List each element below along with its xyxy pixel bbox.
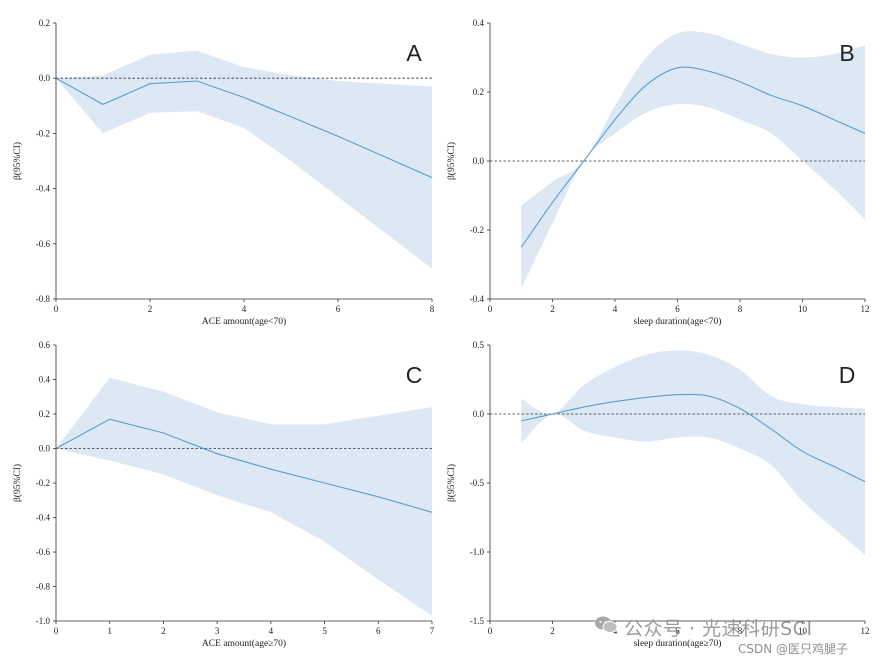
y-tick-label: 0.0 xyxy=(473,156,485,166)
x-tick-label: 8 xyxy=(738,304,743,314)
ci-band-a xyxy=(56,50,432,269)
y-tick-label: -0.4 xyxy=(470,294,485,304)
y-tick-label: -0.8 xyxy=(36,582,51,592)
y-tick-label: -1.0 xyxy=(36,616,51,626)
y-tick-label: 0.0 xyxy=(473,409,485,419)
y-axis-label-a: β(95%CI) xyxy=(12,142,23,180)
y-tick-label: -0.2 xyxy=(36,478,50,488)
y-tick-label: -0.4 xyxy=(36,513,51,523)
y-tick-label: -0.2 xyxy=(470,225,484,235)
x-tick-label: 1 xyxy=(107,626,112,636)
y-tick-label: 0.2 xyxy=(39,409,50,419)
panel-d: 0.50.0-0.5-1.0-1.5024681012sleep duratio… xyxy=(446,340,870,649)
y-tick-label: -1.5 xyxy=(470,616,485,626)
wechat-icon xyxy=(595,616,618,633)
x-tick-label: 10 xyxy=(798,304,808,314)
y-tick-label: 0.2 xyxy=(473,87,484,97)
y-tick-label: -0.6 xyxy=(36,547,51,557)
x-tick-label: 6 xyxy=(376,626,381,636)
y-tick-label: -0.4 xyxy=(36,184,51,194)
ci-band-d xyxy=(521,350,865,555)
estimate-line-b xyxy=(520,66,866,248)
y-tick-label: 0.2 xyxy=(39,18,50,28)
y-tick-label: 0.5 xyxy=(473,340,485,350)
y-tick-label: -0.8 xyxy=(36,294,51,304)
x-tick-label: 10 xyxy=(798,626,808,636)
panel-c: 0.6 0.4 0.2 0.0 -0.2 -0.4 -0.6 -0.8 -1.00 1 2 3 4 5 6 7… xyxy=(12,340,435,649)
x-tick-label: 12 xyxy=(861,304,870,314)
estimate-line-c xyxy=(55,418,433,513)
x-tick-label: 2 xyxy=(148,304,153,314)
x-tick-label: 4 xyxy=(269,626,274,636)
panel-letter-b: B xyxy=(839,40,854,66)
y-tick-label: -1.0 xyxy=(470,547,485,557)
x-tick-label: 8 xyxy=(430,304,435,314)
panel-letter-a: A xyxy=(406,40,422,66)
x-tick-label: 7 xyxy=(430,626,435,636)
x-tick-label: 0 xyxy=(54,304,59,314)
x-tick-label: 6 xyxy=(675,626,680,636)
estimate-line-a xyxy=(55,77,433,179)
x-tick-label: 4 xyxy=(242,304,247,314)
y-tick-label: -0.5 xyxy=(470,478,485,488)
ci-band-c xyxy=(56,377,432,616)
y-axis-label-d: β(95%CI) xyxy=(446,464,457,502)
x-tick-label: 2 xyxy=(550,626,555,636)
x-axis-label-a: ACE amount(age<70) xyxy=(202,316,286,327)
x-axis-label-c: ACE amount(age≥70) xyxy=(202,638,286,649)
x-tick-label: 6 xyxy=(336,304,341,314)
x-tick-label: 2 xyxy=(161,626,166,636)
x-tick-label: 6 xyxy=(675,304,680,314)
x-axis-label-b: sleep duration(age<70) xyxy=(634,316,722,327)
x-tick-label: 5 xyxy=(322,626,327,636)
panel-letter-c: C xyxy=(406,362,423,388)
y-axis-label-c: β(95%CI) xyxy=(12,464,23,502)
estimate-line-d xyxy=(521,393,866,483)
x-tick-label: 8 xyxy=(738,626,743,636)
y-tick-label: 0.0 xyxy=(39,73,51,83)
panel-letter-d: D xyxy=(839,362,856,388)
y-tick-label: 0.0 xyxy=(39,444,51,454)
x-tick-label: 0 xyxy=(488,626,493,636)
x-tick-label: 12 xyxy=(861,626,870,636)
y-axis-label-b: β(95%CI) xyxy=(446,142,457,180)
y-tick-label: -0.6 xyxy=(36,239,51,249)
panel-b: 0.4 0.2 0.0 -0.2 -0.40 2 4 6 8 10 12 sleep duration… xyxy=(446,18,870,327)
x-tick-label: 0 xyxy=(54,626,59,636)
watermark-credit: CSDN @医只鸡腿子 xyxy=(738,642,849,656)
y-tick-label: -0.2 xyxy=(36,128,50,138)
y-tick-label: 0.4 xyxy=(39,375,51,385)
x-tick-label: 2 xyxy=(550,304,555,314)
x-tick-label: 0 xyxy=(488,304,493,314)
panel-a: 0.2 0.0 -0.2 -0.4 -0.6 -0.80 2 4 6 8 ACE amount(ag… xyxy=(12,18,435,327)
ci-band-b xyxy=(521,31,865,289)
y-tick-label: 0.4 xyxy=(473,18,485,28)
x-tick-label: 4 xyxy=(613,304,618,314)
x-axis-label-d: sleep duration(age≥70) xyxy=(634,638,722,649)
x-tick-label: 3 xyxy=(215,626,220,636)
y-tick-label: 0.6 xyxy=(39,340,51,350)
watermark-title: 公众号 · 光速科研SCI xyxy=(624,618,813,640)
